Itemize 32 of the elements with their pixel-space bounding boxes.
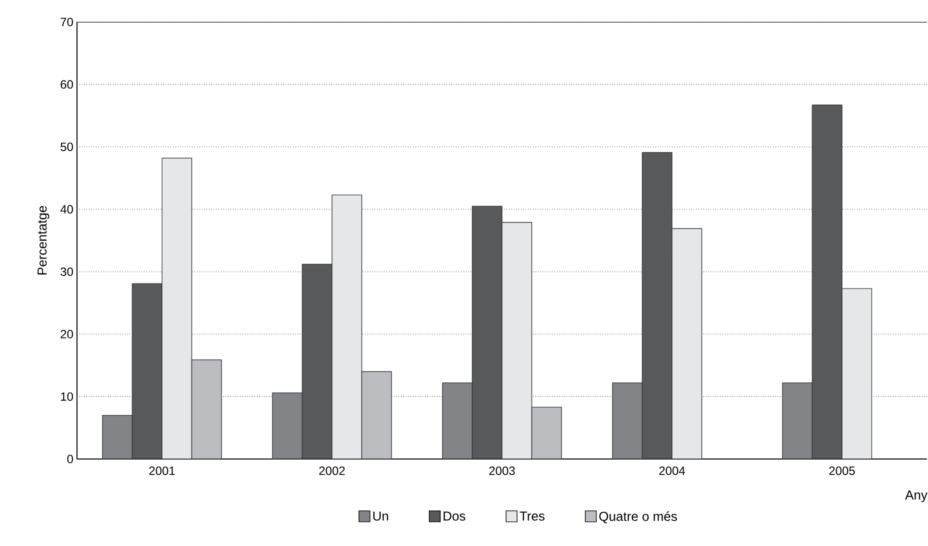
y-tick-label: 70: [60, 18, 74, 26]
bar: [191, 359, 222, 459]
x-tick-label: 2003: [489, 466, 515, 476]
bar: [272, 392, 303, 459]
y-tick-label: 10: [61, 392, 74, 401]
x-tick-label: 2002: [319, 466, 345, 476]
bar: [612, 382, 643, 459]
x-tick-label: 2004: [659, 466, 685, 476]
y-axis-title: Percentatge: [38, 206, 50, 274]
bar: [782, 382, 813, 459]
legend-label: Tres: [520, 512, 544, 521]
bar: [531, 406, 562, 459]
bar: [812, 104, 842, 459]
y-tick-label: 40: [60, 205, 74, 214]
bar: [132, 283, 162, 459]
y-tick-label: 0: [67, 454, 74, 464]
bar: [472, 206, 502, 459]
legend-label: Un: [373, 512, 388, 521]
y-tick-label: 30: [60, 267, 74, 276]
y-tick-label: 60: [60, 80, 74, 89]
bar: [302, 264, 332, 459]
y-tick-label: 50: [60, 142, 74, 152]
x-tick-label: 2005: [829, 466, 855, 476]
x-axis-title: Any: [905, 490, 928, 502]
bar: [642, 152, 672, 459]
y-tick-label: 20: [60, 330, 74, 338]
bar: [442, 382, 473, 459]
legend-label: Quatre o més: [599, 511, 677, 524]
bar: [102, 414, 133, 459]
x-tick-label: 2001: [149, 466, 175, 476]
bar: [361, 371, 392, 459]
legend-label: Dos: [444, 512, 466, 521]
